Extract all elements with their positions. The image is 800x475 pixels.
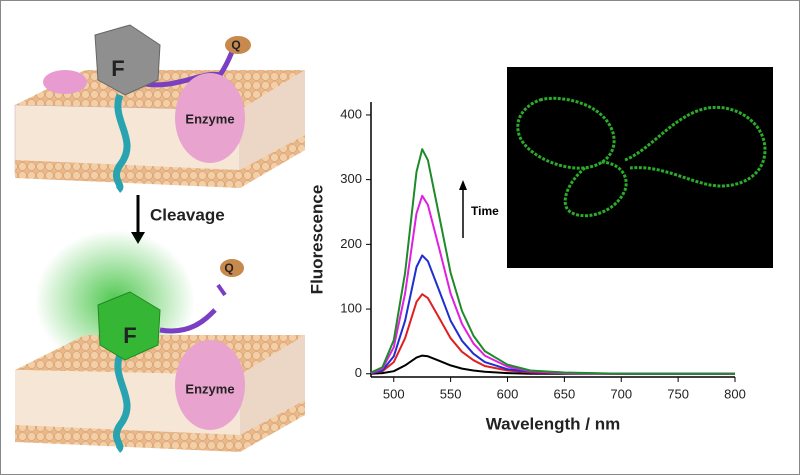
quencher-label: Q — [231, 38, 240, 52]
enzyme-label: Enzyme — [185, 111, 234, 126]
quencher-label: Q — [224, 261, 233, 275]
annotation: Time — [471, 204, 499, 218]
y-tick-label: 0 — [355, 365, 362, 380]
x-axis-title: Wavelength / nm — [486, 414, 620, 433]
line-series — [370, 148, 735, 375]
y-tick-label: 200 — [340, 236, 362, 251]
enzyme-label: Enzyme — [185, 381, 234, 396]
microscopy-image — [507, 67, 773, 268]
fluorophore-label: F — [123, 323, 136, 348]
membrane-after — [15, 230, 305, 453]
x-tick-label: 550 — [440, 386, 462, 401]
x-tick-label: 500 — [383, 386, 405, 401]
y-axis-title: Fluorescence — [307, 185, 326, 295]
fluorophore-label: F — [111, 56, 124, 81]
membrane-before — [14, 24, 305, 193]
x-tick-label: 800 — [724, 386, 746, 401]
annotation-arrow-head — [459, 180, 467, 190]
step-label: Cleavage — [150, 205, 225, 224]
x-tick-label: 650 — [554, 386, 576, 401]
x-tick-label: 750 — [667, 386, 689, 401]
x-tick-label: 700 — [610, 386, 632, 401]
y-tick-label: 300 — [340, 171, 362, 186]
y-tick-label: 400 — [340, 106, 362, 121]
x-tick-label: 600 — [497, 386, 519, 401]
y-tick-label: 100 — [340, 300, 362, 315]
